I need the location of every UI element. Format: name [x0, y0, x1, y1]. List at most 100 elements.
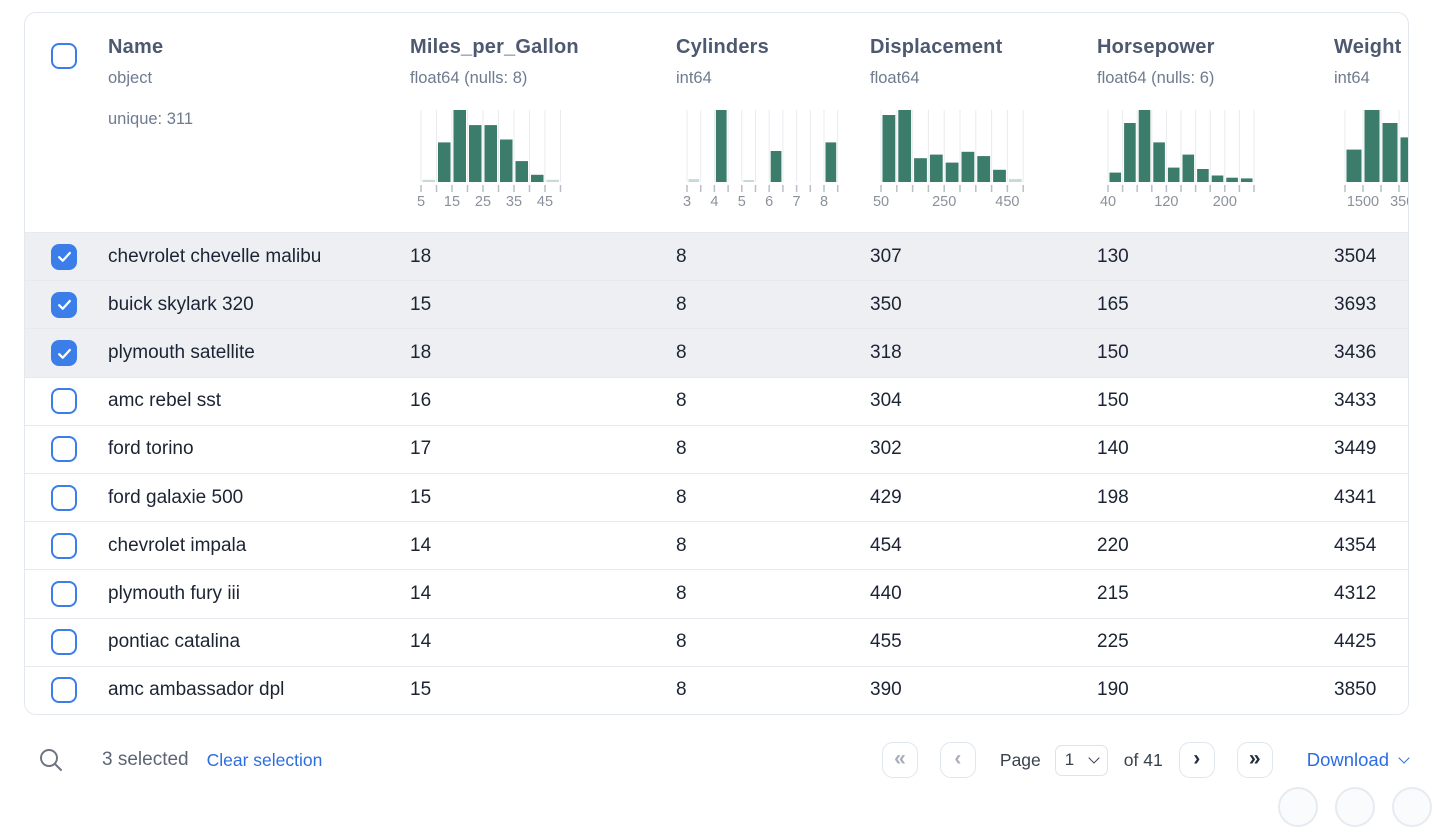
cell-name: plymouth fury iii	[108, 583, 240, 605]
cell-name: plymouth satellite	[108, 342, 255, 363]
cell-value: 190	[1097, 679, 1129, 701]
column-title: Displacement	[870, 36, 1003, 58]
row-checkbox-cell	[25, 484, 108, 511]
cell-value: 198	[1097, 486, 1129, 508]
table-rows: chevrolet chevelle malibu 18 8 307 130 3504 bu…	[25, 232, 1408, 714]
cylinders-histogram[interactable]: 3 4 5 6 7 8	[679, 110, 870, 210]
cell-value: 15	[410, 293, 432, 315]
header-cell-miles-per-gallon[interactable]: Miles_per_Gallon float64 (nulls: 8) 5 15 2…	[410, 13, 676, 232]
selected-count: 3 selected	[102, 749, 189, 770]
cell-value: 220	[1097, 534, 1129, 556]
page-count-label: of 41	[1123, 749, 1163, 770]
weight-histogram[interactable]: 1500 3500	[1337, 110, 1409, 210]
page-select[interactable]: 1	[1054, 744, 1108, 776]
column-title: Miles_per_Gallon	[410, 36, 579, 58]
check-icon	[57, 251, 71, 262]
cell-value: 440	[870, 583, 902, 605]
table-row: ford torino 17 8 302 140 3449	[25, 424, 1408, 474]
svg-text:3: 3	[683, 194, 691, 210]
miles-per-gallon-histogram[interactable]: 5 15 25 35 45	[413, 110, 676, 210]
svg-text:3500: 3500	[1390, 194, 1409, 210]
header-cell-name[interactable]: Name object unique: 311	[108, 13, 410, 232]
column-title: Weight	[1334, 36, 1402, 58]
row-checkbox[interactable]	[51, 677, 77, 704]
header-cell-cylinders[interactable]: Cylinders int64 3 4 5 6 7 8	[676, 13, 870, 232]
download-button[interactable]: Download	[1307, 749, 1410, 771]
cutoff-circle-button-2[interactable]	[1335, 787, 1375, 827]
row-checkbox[interactable]	[51, 388, 77, 415]
svg-text:450: 450	[995, 194, 1019, 210]
svg-text:35: 35	[506, 194, 522, 210]
prev-page-button[interactable]: ‹	[939, 742, 976, 778]
cell-value: 454	[870, 534, 902, 556]
svg-text:120: 120	[1154, 194, 1178, 210]
cell-value: 8	[676, 245, 687, 267]
row-checkbox-cell	[25, 581, 108, 608]
chevron-down-icon	[1088, 752, 1100, 764]
cell-value: 318	[870, 342, 902, 363]
cutoff-circle-button-1[interactable]	[1278, 787, 1318, 827]
cell-value: 140	[1097, 438, 1129, 460]
column-dtype: float64 (nulls: 6)	[1097, 69, 1215, 87]
column-title: Horsepower	[1097, 36, 1215, 58]
cell-value: 8	[676, 534, 687, 556]
cell-value: 8	[676, 293, 687, 315]
svg-text:5: 5	[738, 194, 746, 210]
row-checkbox-cell	[25, 243, 108, 270]
row-checkbox-cell	[25, 340, 108, 366]
cell-value: 8	[676, 438, 687, 460]
cell-name: buick skylark 320	[108, 293, 254, 315]
cell-name: ford torino	[108, 438, 194, 460]
last-page-button[interactable]: »	[1236, 742, 1273, 778]
first-page-button[interactable]: «	[881, 742, 918, 778]
row-checkbox[interactable]	[51, 243, 77, 270]
svg-text:1500: 1500	[1347, 194, 1379, 210]
check-icon	[57, 348, 71, 359]
svg-text:40: 40	[1100, 194, 1116, 210]
row-checkbox[interactable]	[51, 340, 77, 366]
cell-value: 130	[1097, 245, 1129, 267]
horsepower-histogram[interactable]: 40 120 200	[1100, 110, 1334, 210]
row-checkbox-cell	[25, 532, 108, 559]
svg-text:4: 4	[710, 194, 718, 210]
cutoff-circle-button-3[interactable]	[1392, 787, 1432, 827]
cell-value: 455	[870, 631, 902, 653]
cell-value: 3433	[1334, 390, 1377, 412]
cell-value: 8	[676, 631, 687, 653]
cell-value: 3693	[1334, 293, 1377, 315]
cell-value: 304	[870, 390, 902, 412]
row-checkbox[interactable]	[51, 629, 77, 656]
cell-name: amc rebel sst	[108, 390, 221, 412]
select-all-checkbox[interactable]	[51, 43, 77, 69]
row-checkbox[interactable]	[51, 581, 77, 608]
table-header: Name object unique: 311 Miles_per_Gallon…	[25, 13, 1408, 232]
cell-value: 3449	[1334, 438, 1377, 460]
header-cell-displacement[interactable]: Displacement float64 50 250 450	[870, 13, 1097, 232]
header-cell-weight[interactable]: Weight int64 1500 3500	[1334, 13, 1409, 232]
row-checkbox[interactable]	[51, 484, 77, 511]
cell-value: 150	[1097, 342, 1129, 363]
table-row: plymouth satellite 18 8 318 150 3436	[25, 328, 1408, 377]
svg-text:15: 15	[444, 194, 460, 210]
row-checkbox-cell	[25, 388, 108, 415]
clear-selection-link[interactable]: Clear selection	[206, 749, 323, 770]
displacement-histogram[interactable]: 50 250 450	[873, 110, 1097, 210]
next-page-button[interactable]: ›	[1178, 742, 1215, 778]
column-unique-count: unique: 311	[108, 110, 194, 128]
svg-text:6: 6	[765, 194, 773, 210]
column-dtype: float64 (nulls: 8)	[410, 69, 528, 87]
cell-name: chevrolet chevelle malibu	[108, 245, 322, 267]
search-icon[interactable]	[38, 747, 64, 773]
table-row: chevrolet impala 14 8 454 220 4354	[25, 521, 1408, 570]
row-checkbox-cell	[25, 629, 108, 656]
row-checkbox[interactable]	[51, 291, 77, 318]
column-title: Name	[108, 36, 164, 58]
header-cell-horsepower[interactable]: Horsepower float64 (nulls: 6) 40 120 200	[1097, 13, 1334, 232]
table-row: chevrolet chevelle malibu 18 8 307 130 3504	[25, 232, 1408, 281]
cell-value: 4312	[1334, 583, 1377, 605]
cell-value: 14	[410, 583, 432, 605]
svg-text:8: 8	[820, 194, 828, 210]
row-checkbox[interactable]	[51, 436, 77, 463]
row-checkbox[interactable]	[51, 532, 77, 559]
chevron-down-icon	[1398, 752, 1410, 764]
